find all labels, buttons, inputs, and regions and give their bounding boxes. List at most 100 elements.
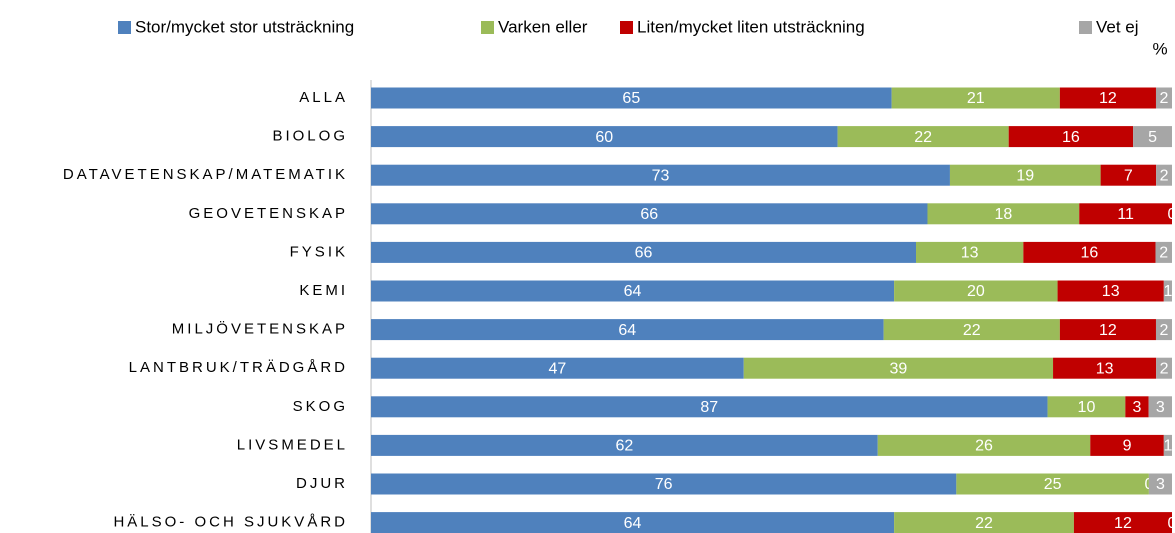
value-label: 2 <box>1160 322 1169 339</box>
value-label: 5 <box>1148 129 1157 146</box>
bar-segment <box>1163 280 1172 302</box>
value-label: 47 <box>548 360 566 377</box>
bar-segment <box>371 126 838 148</box>
bar-segment <box>891 87 1060 109</box>
bar-segment <box>894 512 1074 533</box>
bar-segment <box>1163 434 1172 456</box>
value-label: 64 <box>624 515 642 532</box>
bar-segment <box>837 126 1009 148</box>
value-label: 20 <box>967 283 985 300</box>
bar-segment <box>1125 396 1149 418</box>
value-label: 65 <box>622 90 640 107</box>
bar-segment <box>1156 164 1172 186</box>
bar-segment <box>371 164 950 186</box>
category-label cat: LANTBRUK/TRÄDGÅRD <box>129 359 348 376</box>
value-label: 19 <box>1016 167 1034 184</box>
bar-segment <box>1079 203 1172 225</box>
category-label cat: KEMI <box>299 282 348 299</box>
category-label cat: ALLA <box>299 89 348 106</box>
bar-segment <box>1100 164 1157 186</box>
legend-label: Stor/mycket stor utsträckning <box>135 17 354 36</box>
value-label: 10 <box>1078 399 1096 416</box>
bar-segment <box>371 241 917 263</box>
legend-label: Vet ej <box>1096 17 1139 36</box>
value-label: 16 <box>1062 129 1080 146</box>
value-label: 13 <box>961 245 979 262</box>
bar-segment <box>1057 280 1164 302</box>
category-label cat: MILJÖVETENSKAP <box>172 320 348 338</box>
value-label: 25 <box>1044 476 1062 493</box>
value-label: 2 <box>1160 360 1169 377</box>
bar-segment <box>1053 357 1157 379</box>
bar-segment <box>883 319 1060 341</box>
value-label: 2 <box>1159 245 1168 262</box>
bar-segment <box>1047 396 1126 418</box>
category-label cat: FYSIK <box>290 243 348 260</box>
bar-segment <box>1059 87 1156 109</box>
bar-segment <box>371 357 744 379</box>
bar-segment <box>1156 357 1172 379</box>
legend-swatch <box>1079 21 1092 34</box>
value-label: 66 <box>640 206 658 223</box>
category-label cat: BIOLOG <box>272 128 348 145</box>
value-label: 73 <box>652 167 670 184</box>
legend-swatch <box>481 21 494 34</box>
legend-swatch <box>620 21 633 34</box>
bar-segment <box>1008 126 1134 148</box>
value-label: 0 <box>1168 206 1175 223</box>
value-label: 3 <box>1156 399 1165 416</box>
bar-segment <box>371 319 884 341</box>
legend-swatch <box>118 21 131 34</box>
value-label: 9 <box>1123 438 1132 455</box>
bar-segment <box>1059 319 1156 341</box>
value-label: 3 <box>1133 399 1142 416</box>
value-label: 39 <box>889 360 907 377</box>
bar-segment <box>371 280 895 302</box>
value-label: 12 <box>1099 322 1117 339</box>
value-label: 26 <box>975 438 993 455</box>
bar-segment <box>371 87 892 109</box>
value-label: 12 <box>1114 515 1132 532</box>
bar-segment <box>1148 396 1172 418</box>
category-label cat: LIVSMEDEL <box>237 436 348 453</box>
value-label: 0 <box>1168 515 1175 532</box>
legend-label: Varken eller <box>498 17 588 36</box>
value-label: 22 <box>975 515 993 532</box>
value-label: 21 <box>967 90 985 107</box>
legend-label: Liten/mycket liten utsträckning <box>637 17 865 36</box>
bar-segment <box>949 164 1101 186</box>
bar-segment <box>371 512 895 533</box>
category-label cat: SKOG <box>293 398 348 415</box>
bar-segment <box>371 396 1048 418</box>
value-label: 2 <box>1160 167 1169 184</box>
bar-segment <box>894 280 1058 302</box>
value-label: 2 <box>1160 90 1169 107</box>
value-label: 1 <box>1163 283 1172 300</box>
bar-segment <box>1155 241 1172 263</box>
category-label cat: HÄLSO- OCH SJUKVÅRD <box>113 514 348 531</box>
bar-segment <box>371 473 957 495</box>
bar-segment <box>1133 126 1172 148</box>
category-label cat: DATAVETENSKAP/MATEMATIK <box>63 166 348 183</box>
bar-segment <box>743 357 1054 379</box>
bar-segment <box>371 203 928 225</box>
bar-segment <box>1090 434 1164 456</box>
value-label: 1 <box>1163 438 1172 455</box>
value-label: 64 <box>624 283 642 300</box>
bar-segment <box>1155 87 1172 109</box>
category-label cat: GEOVETENSKAP <box>189 205 348 222</box>
bar-segment <box>1148 473 1172 495</box>
value-label: 22 <box>914 129 932 146</box>
value-label: 3 <box>1156 476 1165 493</box>
bar-segment <box>371 434 878 456</box>
value-label: 12 <box>1099 90 1117 107</box>
value-label: 76 <box>655 476 673 493</box>
bar-segment <box>916 241 1024 263</box>
bar-segment <box>956 473 1149 495</box>
value-label: 16 <box>1081 245 1099 262</box>
bar-segment <box>1155 319 1172 341</box>
bar-segment <box>927 203 1080 225</box>
bar-segment <box>1073 512 1172 533</box>
